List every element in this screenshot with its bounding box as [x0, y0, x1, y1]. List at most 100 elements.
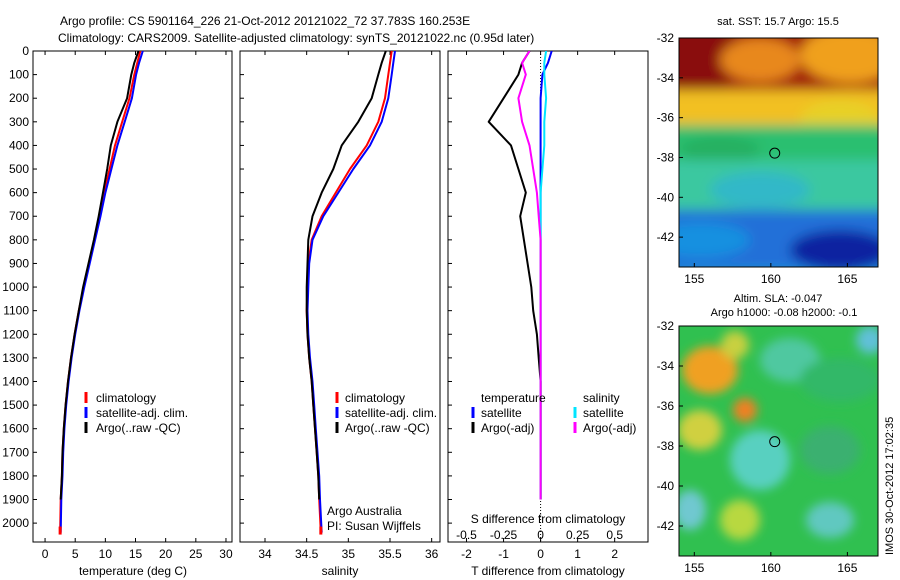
x-tick-label: 10	[99, 547, 113, 561]
series-line-climatology	[59, 51, 142, 533]
temperature-plot-frame	[32, 50, 233, 543]
legend-label: Argo(-adj)	[583, 421, 636, 435]
y-tick-label: -38	[657, 439, 675, 453]
x-tick-label: 160	[761, 272, 781, 286]
series-group	[58, 51, 144, 535]
series-line-satellite	[539, 51, 553, 500]
y-tick-label: 300	[9, 115, 29, 129]
y-tick-label: -32	[657, 319, 675, 333]
x-tick-label: 165	[837, 272, 857, 286]
legend-label: Argo(-adj)	[481, 421, 534, 435]
sst-heatmap	[679, 38, 878, 267]
y-tick-label: 100	[9, 68, 29, 82]
series-group	[305, 51, 396, 535]
x-tick-label: 0	[42, 547, 49, 561]
series-line-argo-raw-qc-	[305, 51, 387, 500]
y-tick-label: -42	[657, 519, 675, 533]
salinity-legend: climatology satellite-adj. clim. Argo(..…	[335, 391, 437, 435]
sla-map-subtitle: Argo h1000: -0.08 h2000: -0.1	[711, 307, 858, 319]
x-tick-label: 155	[684, 272, 704, 286]
y-tick-label: 1000	[2, 280, 29, 294]
y-tick-label: -40	[657, 190, 675, 204]
y-tick-label: -34	[657, 71, 675, 85]
y-tick-label: 1600	[2, 422, 29, 436]
y-tick-label: 0	[22, 44, 29, 58]
legend-label: climatology	[345, 391, 405, 405]
sla-map-frame	[678, 325, 879, 557]
legend-label: Argo(..raw -QC)	[345, 421, 430, 435]
x-tick-label: 2	[611, 547, 618, 561]
y-tick-label: -36	[657, 111, 675, 125]
series-line-satellite-adj-clim-	[306, 51, 396, 533]
x-tick-label: 155	[684, 561, 704, 575]
difference-legend: temperature satellite Argo(-adj) salinit…	[471, 391, 636, 435]
header-line-2: Climatology: CARS2009. Satellite-adjuste…	[58, 31, 534, 45]
y-tick-label: 700	[9, 209, 29, 223]
x-tick-label: 15	[129, 547, 143, 561]
sla-map-title: Altim. SLA: -0.047	[734, 293, 823, 305]
y-tick-label: 500	[9, 162, 29, 176]
salinity-annotation-2: PI: Susan Wijffels	[327, 519, 421, 533]
legend-title-salinity: salinity	[583, 391, 620, 405]
x-tick-label: 36	[425, 547, 439, 561]
y-tick-label: 1400	[2, 374, 29, 388]
y-tick-label: 1500	[2, 398, 29, 412]
difference-xlabel: T difference from climatology	[471, 564, 625, 578]
series-line-satellite-adj-clim-	[59, 51, 144, 533]
temperature-plot: 0 5 10 15 20 25 300100200300400500600700800900…	[2, 44, 233, 561]
x-tick-label: 1	[574, 547, 581, 561]
argo-position-marker	[769, 436, 781, 448]
y-tick-label: 1100	[3, 304, 29, 318]
x-tick-label: 0	[537, 547, 544, 561]
x-tick-label: 160	[761, 561, 781, 575]
x-top-tick-label: -0.5	[456, 528, 477, 542]
y-tick-label: -32	[657, 31, 675, 45]
sst-map-axes: 155 160 165 -32 -34 -36 -38 -40 -42	[657, 31, 858, 286]
legend-label: satellite	[481, 406, 522, 420]
temperature-xlabel: temperature (deg C)	[79, 564, 187, 578]
argo-position-marker	[769, 147, 781, 159]
y-tick-label: 1900	[2, 493, 29, 507]
y-tick-label: 400	[9, 138, 29, 152]
legend-label: Argo(..raw -QC)	[96, 421, 181, 435]
y-tick-label: -34	[657, 359, 675, 373]
x-tick-label: 5	[72, 547, 79, 561]
series-line-argo-adj-	[517, 51, 542, 500]
x-tick-label: 25	[189, 547, 203, 561]
y-tick-label: -42	[657, 230, 675, 244]
salinity-annotation-1: Argo Australia	[327, 504, 402, 518]
salinity-xlabel: salinity	[322, 564, 359, 578]
y-tick-label: -38	[657, 150, 675, 164]
sla-map-axes: 155 160 165 -32 -34 -36 -38 -40 -42	[657, 319, 858, 575]
y-tick-label: 900	[9, 256, 29, 270]
x-top-tick-label: 0.5	[606, 528, 623, 542]
y-tick-label: 600	[9, 186, 29, 200]
series-line-argo-raw-qc-	[59, 51, 140, 500]
x-tick-label: 34	[258, 547, 272, 561]
y-tick-label: -36	[657, 399, 675, 413]
difference-xlabel-top: S difference from climatology	[471, 512, 626, 526]
x-top-tick-label: -0.25	[490, 528, 518, 542]
salinity-plot: 34 34.5 35 35.5 36	[240, 50, 439, 561]
x-tick-label: 20	[159, 547, 173, 561]
sla-heatmap	[679, 326, 878, 556]
y-tick-label: 1800	[2, 469, 29, 483]
header-line-1: Argo profile: CS 5901164_226 21-Oct-2012…	[60, 14, 470, 28]
sst-map-title: sat. SST: 15.7 Argo: 15.5	[717, 16, 839, 28]
legend-title-temperature: temperature	[481, 391, 546, 405]
imos-timestamp-label: IMOS 30-Oct-2012 17:02:35	[884, 417, 896, 555]
y-tick-label: 1700	[2, 445, 29, 459]
y-tick-label: 200	[9, 91, 29, 105]
y-tick-label: 1200	[2, 327, 29, 341]
y-tick-label: -40	[657, 479, 675, 493]
y-tick-label: 1300	[2, 351, 29, 365]
x-tick-label: 30	[219, 547, 233, 561]
x-tick-label: 34.5	[295, 547, 319, 561]
x-tick-label: 165	[837, 561, 857, 575]
legend-label: satellite	[583, 406, 624, 420]
x-tick-label: 35.5	[378, 547, 402, 561]
series-line-climatology	[305, 51, 393, 533]
y-tick-label: 800	[9, 233, 29, 247]
